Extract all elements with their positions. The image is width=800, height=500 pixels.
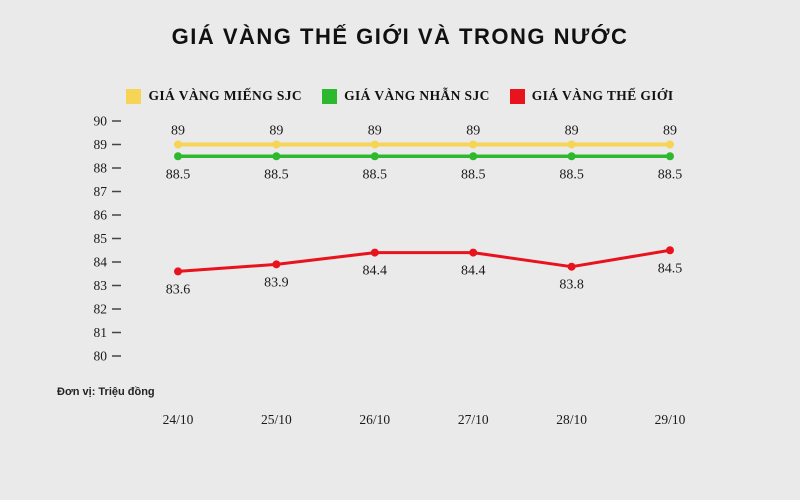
legend-label: GIÁ VÀNG THẾ GIỚI: [531, 88, 674, 103]
y-tick-label: 87: [94, 184, 108, 199]
data-label: 83.9: [264, 275, 289, 290]
legend-label: GIÁ VÀNG MIẾNG SJC: [148, 88, 303, 103]
y-tick-label: 90: [94, 114, 108, 129]
y-tick-label: 86: [94, 208, 108, 223]
data-point: [174, 152, 182, 161]
data-label: 84.4: [363, 264, 388, 279]
data-label: 88.5: [363, 167, 388, 182]
data-point: [469, 248, 478, 257]
x-axis-label: 27/10: [458, 412, 489, 427]
chart-legend: GIÁ VÀNG MIẾNG SJC GIÁ VÀNG NHẪN SJC GIÁ V…: [0, 88, 800, 104]
legend-item: GIÁ VÀNG MIẾNG SJC: [126, 88, 302, 104]
data-point: [666, 152, 674, 161]
unit-note: Đơn vị: Triệu đồng: [57, 386, 155, 398]
y-tick-label: 82: [94, 302, 108, 317]
data-label: 89: [368, 124, 382, 139]
data-point: [272, 260, 281, 269]
data-point: [666, 246, 674, 255]
x-axis-label: 26/10: [359, 412, 390, 427]
legend-swatch: [509, 88, 525, 104]
data-point: [666, 140, 674, 149]
legend-item: GIÁ VÀNG NHẪN SJC: [322, 88, 490, 104]
legend-item: GIÁ VÀNG THẾ GIỚI: [509, 88, 674, 104]
data-point: [370, 140, 379, 149]
data-point: [370, 152, 379, 161]
data-label: 88.5: [166, 167, 191, 182]
x-axis-label: 29/10: [655, 412, 686, 427]
data-label: 84.5: [658, 261, 683, 276]
legend-label: GIÁ VÀNG NHẪN SJC: [344, 88, 490, 103]
data-label: 88.5: [461, 167, 486, 182]
y-tick-label: 84: [94, 255, 108, 270]
data-label: 88.5: [658, 167, 683, 182]
y-tick-label: 83: [94, 278, 108, 293]
data-label: 89: [663, 124, 677, 139]
data-label: 84.4: [461, 264, 486, 279]
data-label: 89: [269, 124, 283, 139]
data-label: 89: [565, 124, 579, 139]
data-point: [567, 152, 576, 161]
data-label: 83.6: [166, 282, 191, 297]
data-label: 88.5: [559, 167, 584, 182]
y-tick-label: 85: [94, 231, 108, 246]
x-axis-label: 24/10: [163, 412, 194, 427]
chart-title: GIÁ VÀNG THẾ GIỚI VÀ TRONG NƯỚC: [171, 24, 629, 49]
series-line: [176, 248, 672, 273]
y-tick-label: 89: [94, 137, 108, 152]
legend-swatch: [126, 88, 142, 104]
x-axis-label: 28/10: [556, 412, 587, 427]
data-point: [272, 140, 281, 149]
data-point: [567, 140, 576, 149]
data-label: 88.5: [264, 167, 289, 182]
data-label: 89: [466, 124, 480, 139]
data-point: [469, 140, 478, 149]
data-point: [272, 152, 281, 161]
data-point: [370, 248, 379, 257]
data-point: [469, 152, 478, 161]
legend-swatch: [322, 88, 338, 104]
y-tick-label: 81: [94, 325, 108, 340]
y-tick-label: 88: [94, 161, 108, 176]
data-point: [174, 140, 182, 149]
y-tick-label: 80: [94, 349, 108, 364]
data-point: [174, 267, 182, 276]
data-point: [567, 262, 576, 271]
data-label: 83.8: [559, 278, 584, 293]
data-label: 89: [171, 124, 185, 139]
x-axis-label: 25/10: [261, 412, 292, 427]
